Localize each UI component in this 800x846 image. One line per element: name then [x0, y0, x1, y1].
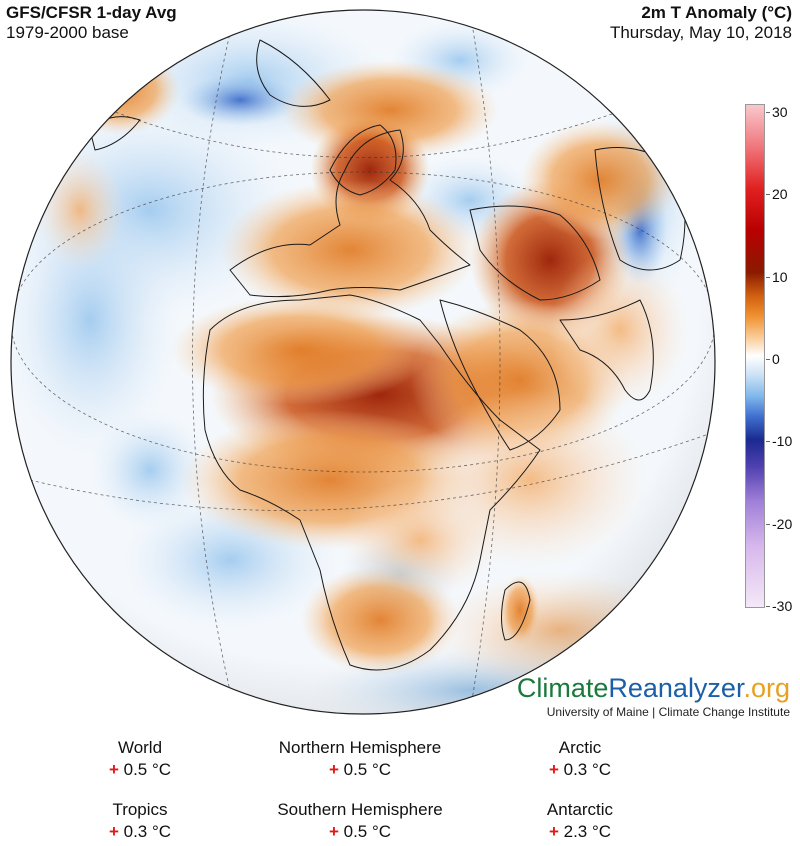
- colorbar-tick-mark: [766, 606, 770, 607]
- stat-name: Arctic: [558, 738, 602, 757]
- stat-sign: +: [108, 760, 119, 779]
- colorbar-tick-mark: [766, 112, 770, 113]
- colorbar-tick-label: -10: [772, 433, 793, 450]
- colorbar-tick-label: 20: [772, 186, 788, 203]
- stat-value: 0.5 °C: [343, 760, 392, 779]
- colorbar-tick-mark: [766, 359, 770, 360]
- colorbar-tick-mark: [766, 441, 770, 443]
- stat-antarctic: Antarctic + 2.3 °C: [460, 799, 700, 843]
- stat-southern-hemisphere: Southern Hemisphere + 0.5 °C: [240, 799, 480, 843]
- colorbar-tick-label: -20: [772, 515, 793, 532]
- anomaly-field: [11, 10, 715, 714]
- stat-northern-hemisphere: Northern Hemisphere + 0.5 °C: [240, 737, 480, 781]
- logo-part-org: .org: [743, 673, 790, 703]
- stat-name: World: [117, 738, 163, 757]
- stat-sign: +: [548, 760, 559, 779]
- map-title: GFS/CFSR 1-day Avg: [6, 3, 177, 22]
- colorbar-tick-mark: [766, 523, 770, 525]
- date-label: Thursday, May 10, 2018: [609, 23, 792, 42]
- colorbar-tick-label: 30: [772, 104, 788, 120]
- colorbar: [745, 104, 765, 608]
- variable-title: 2m T Anomaly (°C): [641, 3, 792, 22]
- stat-value: 0.3 °C: [563, 760, 612, 779]
- globe-map: [10, 9, 716, 715]
- climatereanalyzer-logo: ClimateReanalyzer.org University of Main…: [517, 673, 790, 720]
- colorbar-tick-label: 0: [772, 351, 780, 367]
- stat-sign: +: [328, 822, 339, 841]
- stat-sign: +: [548, 822, 559, 841]
- logo-subtitle: University of Maine | Climate Change Ins…: [546, 705, 790, 719]
- stat-arctic: Arctic + 0.3 °C: [460, 737, 700, 781]
- stat-value: 0.3 °C: [123, 822, 172, 841]
- stat-name: Antarctic: [546, 800, 614, 819]
- stat-name: Southern Hemisphere: [277, 800, 443, 819]
- stat-value: 2.3 °C: [563, 822, 612, 841]
- stat-sign: +: [328, 760, 339, 779]
- stat-world: World + 0.5 °C: [20, 737, 260, 781]
- colorbar-tick-mark: [766, 276, 770, 278]
- stat-name: Tropics: [112, 800, 168, 819]
- colorbar-tick-label: 10: [772, 268, 788, 285]
- colorbar-tick-label: -30: [772, 598, 793, 614]
- logo-part-reanalyzer: Reanalyzer: [608, 673, 744, 703]
- baseline-label: 1979-2000 base: [6, 23, 129, 42]
- stat-name: Northern Hemisphere: [278, 738, 442, 757]
- colorbar-tick-mark: [766, 194, 770, 196]
- stat-value: 0.5 °C: [343, 822, 392, 841]
- stat-value: 0.5 °C: [123, 760, 172, 779]
- stat-tropics: Tropics + 0.3 °C: [20, 799, 260, 843]
- logo-part-climate: Climate: [516, 673, 609, 703]
- stat-sign: +: [108, 822, 119, 841]
